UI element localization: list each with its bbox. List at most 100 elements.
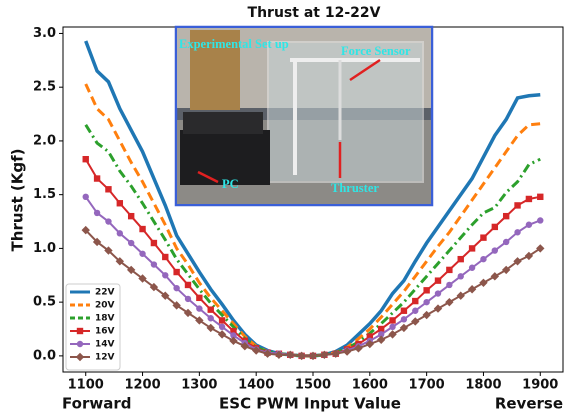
marker (217, 330, 227, 339)
marker (412, 297, 419, 305)
marker (525, 195, 533, 203)
marker (184, 281, 192, 289)
legend-label: 12V (95, 353, 115, 363)
marker (81, 225, 90, 235)
arrow (349, 58, 381, 82)
marker (207, 315, 214, 322)
inset-label: Force Sensor (341, 44, 411, 58)
x-tick-label: 1500 (295, 378, 331, 393)
marker (263, 349, 272, 358)
y-tick-label: 1.0 (33, 241, 56, 256)
marker (162, 253, 169, 261)
marker (423, 287, 430, 294)
marker (75, 352, 85, 362)
marker (446, 281, 453, 289)
marker (536, 244, 545, 253)
y-tick-label: 3.0 (33, 26, 56, 41)
x-axis-label: ESC PWM Input Value (219, 395, 401, 413)
marker (92, 237, 102, 247)
marker (138, 274, 147, 283)
marker (104, 246, 113, 255)
marker (139, 250, 146, 257)
marker (126, 265, 136, 275)
forward-note: Forward (62, 395, 131, 413)
marker (537, 193, 544, 201)
marker (446, 266, 453, 274)
legend-label: 20V (95, 301, 115, 311)
x-tick-label: 1100 (68, 378, 104, 393)
y-tick-label: 0.5 (33, 295, 56, 310)
marker (366, 333, 374, 340)
marker (411, 317, 420, 326)
marker (456, 291, 465, 300)
marker (354, 344, 363, 353)
marker (93, 175, 101, 182)
marker (286, 350, 295, 360)
marker (502, 238, 510, 246)
marker (173, 268, 180, 276)
marker (514, 229, 521, 236)
marker (433, 304, 443, 313)
marker (150, 261, 158, 268)
inset-photo: Experimental Set up Force Sensor PC Thru… (174, 25, 434, 207)
marker (479, 278, 488, 287)
marker (229, 336, 238, 346)
marker (82, 155, 89, 163)
marker (218, 323, 226, 331)
x-tick-label: 1700 (409, 378, 445, 393)
inset-label: PC (222, 177, 239, 191)
marker (149, 282, 159, 292)
marker (82, 193, 89, 201)
marker (467, 285, 477, 294)
marker (501, 265, 511, 275)
marker (162, 272, 169, 279)
marker (139, 225, 146, 233)
marker (400, 307, 408, 314)
marker (116, 230, 124, 237)
marker (274, 350, 284, 360)
x-tick-label: 1600 (352, 378, 388, 393)
marker (480, 234, 487, 241)
marker (251, 346, 261, 355)
marker (76, 340, 84, 348)
marker (308, 351, 318, 361)
x-tick-label: 1400 (238, 378, 274, 393)
marker (196, 305, 203, 312)
marker (389, 323, 396, 331)
marker (422, 310, 431, 320)
inset-label: Experimental Set up (179, 37, 289, 51)
plot-area: 1100 1200 1300 1400 1500 1600 1700 1800 1900 0.0 0… (33, 26, 564, 393)
marker (206, 323, 215, 333)
laptop-screen (183, 112, 263, 134)
legend-label: 22V (95, 288, 115, 298)
marker (150, 239, 158, 247)
y-tick-label: 2.5 (33, 80, 56, 95)
marker (389, 317, 396, 324)
marker (491, 247, 499, 254)
marker (445, 297, 454, 307)
marker (127, 212, 135, 220)
arrow (197, 170, 219, 184)
marker (399, 323, 409, 333)
legend-label: 16V (95, 327, 115, 337)
marker (434, 277, 442, 284)
marker (388, 330, 397, 339)
x-tick-label: 1900 (522, 378, 558, 393)
marker (468, 245, 476, 252)
marker (502, 212, 510, 220)
x-tick-label: 1200 (124, 378, 160, 393)
marker (230, 332, 237, 339)
y-tick-label: 1.5 (33, 187, 56, 202)
marker (105, 186, 112, 193)
legend: 22V 20V 18V 16V 14V 12V (65, 283, 121, 371)
marker (365, 339, 375, 349)
marker (230, 327, 237, 335)
marker (196, 294, 203, 302)
marker (76, 327, 84, 335)
marker (468, 264, 476, 271)
marker (377, 325, 385, 333)
chart-title: Thrust at 12-22V (248, 5, 381, 21)
x-tick-label: 1800 (465, 378, 501, 393)
marker (172, 301, 181, 310)
marker (105, 218, 112, 225)
